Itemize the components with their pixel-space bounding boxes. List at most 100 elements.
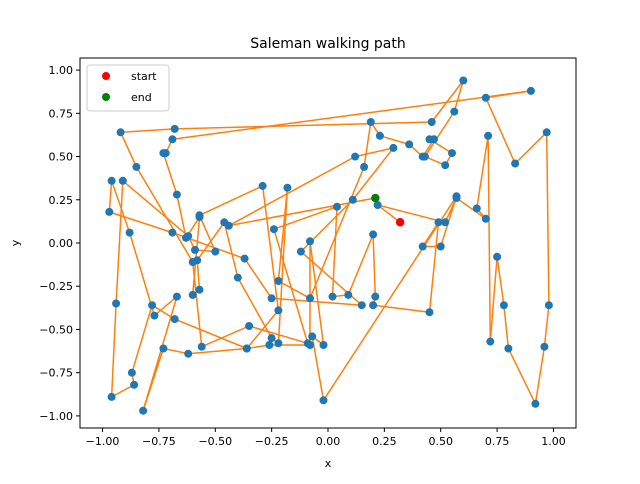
path-segment	[223, 221, 239, 279]
city-point	[191, 245, 199, 254]
path-segment	[277, 186, 289, 345]
city-point	[540, 342, 549, 351]
y-tick-label: −0.50	[39, 323, 73, 336]
city-point	[459, 76, 468, 85]
city-point	[274, 277, 283, 285]
city-point	[233, 273, 242, 282]
city-point	[112, 299, 121, 308]
x-tick-label: −0.75	[142, 435, 176, 448]
path-segment	[142, 295, 178, 412]
path-segment	[198, 185, 264, 217]
city-point	[274, 339, 283, 348]
city-point	[107, 392, 116, 401]
city-point	[425, 135, 434, 144]
city-point	[168, 228, 177, 237]
path-segment	[311, 335, 325, 402]
path-segment	[309, 166, 365, 300]
path-segment	[379, 135, 410, 146]
city-point	[472, 204, 481, 213]
city-point	[371, 292, 380, 301]
city-point	[139, 406, 148, 415]
end-point	[371, 193, 380, 203]
plot-background	[80, 58, 576, 428]
path-segment	[110, 180, 131, 234]
city-point	[159, 149, 168, 158]
path-segment	[376, 204, 401, 224]
plot-area	[80, 58, 576, 428]
legend-start-marker	[102, 72, 110, 80]
city-point	[425, 308, 434, 317]
city-point	[544, 301, 553, 310]
city-point	[441, 161, 450, 170]
city-point	[306, 237, 314, 246]
city-point	[504, 344, 513, 353]
y-tick-label: 1.00	[49, 64, 74, 77]
city-point	[450, 107, 459, 116]
city-point	[170, 315, 179, 324]
city-point	[195, 211, 204, 220]
legend-end-marker	[102, 93, 110, 101]
x-tick-label: 0.25	[372, 435, 397, 448]
path-segment	[424, 110, 456, 158]
y-axis-label: y	[9, 239, 22, 246]
city-point	[116, 128, 125, 137]
city-point	[107, 176, 116, 185]
city-point	[375, 131, 384, 140]
path-segment	[354, 147, 395, 158]
city-point	[197, 342, 206, 351]
x-tick-label: 0.50	[428, 435, 453, 448]
city-point	[351, 152, 360, 161]
city-point	[269, 225, 278, 234]
city-point	[265, 341, 274, 349]
path-segment	[191, 216, 201, 296]
city-point	[542, 128, 551, 137]
path-segment	[162, 347, 189, 355]
city-point	[526, 86, 535, 95]
start-point	[395, 218, 405, 227]
path-segment	[176, 193, 187, 239]
x-tick-label: 1.00	[541, 435, 566, 448]
path-segment	[503, 304, 510, 350]
path-segment	[363, 121, 372, 168]
city-point	[531, 399, 540, 408]
city-point	[481, 93, 490, 102]
y-tick-label: 0.00	[49, 237, 74, 250]
city-point	[511, 159, 520, 168]
city-point	[306, 341, 314, 349]
city-point	[328, 292, 337, 301]
city-point	[481, 214, 490, 223]
legend-start-label: start	[131, 70, 157, 83]
path-segment	[228, 155, 356, 227]
y-tick-label: 0.75	[49, 107, 74, 120]
path-segment	[428, 221, 440, 313]
city-point	[319, 341, 328, 349]
city-point	[319, 396, 328, 405]
city-point	[267, 294, 276, 303]
x-tick-label: −1.00	[86, 435, 120, 448]
path-segment	[455, 197, 487, 220]
city-point	[118, 176, 127, 185]
city-point	[436, 242, 445, 251]
city-point	[357, 301, 366, 310]
city-point	[258, 181, 267, 190]
city-point	[172, 292, 181, 301]
city-point	[150, 311, 159, 320]
path-segment	[173, 318, 248, 350]
city-point	[224, 221, 233, 230]
city-point	[159, 344, 168, 353]
city-point	[188, 290, 197, 299]
city-point	[308, 332, 317, 341]
city-point	[434, 218, 443, 227]
city-point	[184, 349, 193, 358]
path-segment	[122, 180, 189, 237]
city-point	[427, 118, 436, 126]
city-point	[452, 192, 461, 201]
path-segment	[545, 131, 550, 306]
path-segment	[543, 304, 550, 348]
city-point	[148, 301, 157, 310]
path-segment	[277, 280, 311, 300]
endpoint-layer	[371, 193, 405, 227]
city-point	[420, 152, 429, 161]
y-tick-label: −0.25	[39, 280, 73, 293]
